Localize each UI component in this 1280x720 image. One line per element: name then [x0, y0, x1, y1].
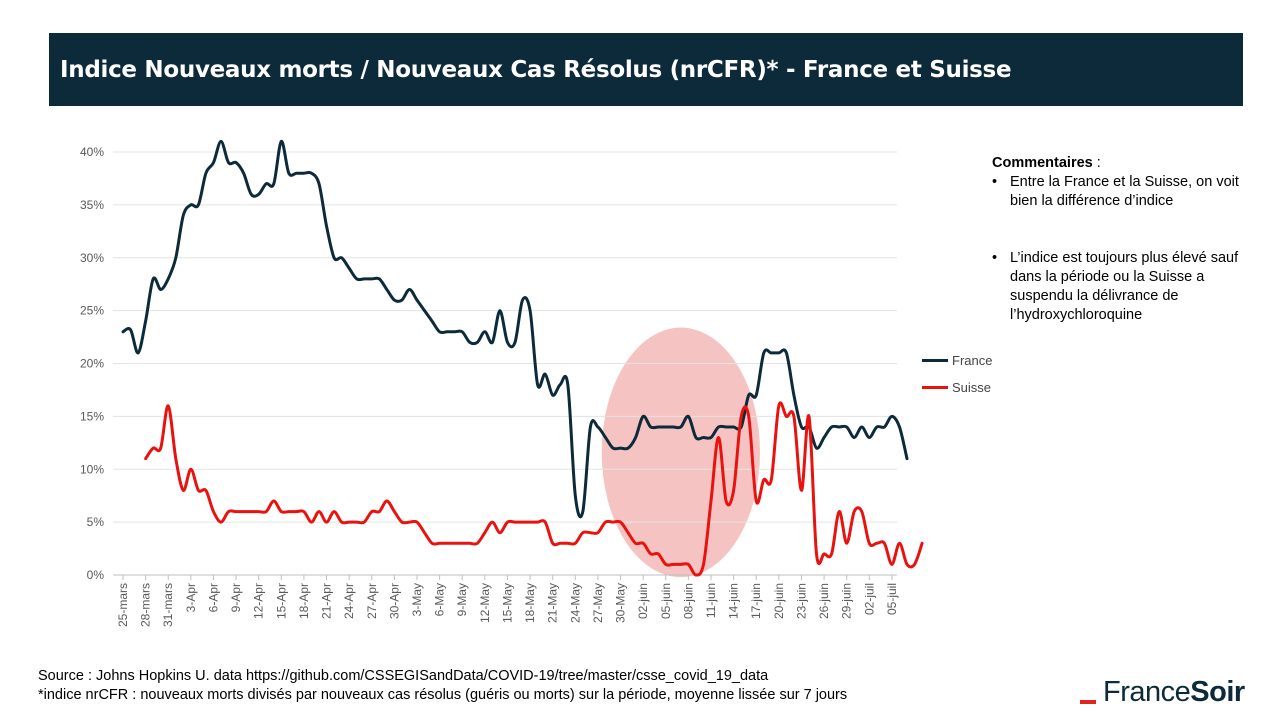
x-tick-label: 24-Apr: [342, 583, 356, 619]
series-layer: [121, 139, 924, 577]
x-tick-label: 27-May: [591, 583, 605, 623]
x-tick-label: 15-Apr: [274, 583, 288, 619]
x-tick-label: 6-May: [433, 583, 447, 616]
legend-label-suisse: Suisse: [952, 379, 992, 395]
highlight-ellipse: [601, 327, 760, 578]
x-tick-label: 21-Apr: [320, 583, 334, 619]
x-tick-label: 02-juil: [862, 583, 876, 615]
x-tick-label: 18-Apr: [297, 583, 311, 619]
x-tick-label: 17-juin: [749, 583, 763, 619]
comment-item: L’indice est toujours plus élevé sauf da…: [992, 249, 1267, 325]
legend-item-suisse: Suisse: [922, 377, 992, 397]
x-tick-label: 12-May: [478, 583, 492, 623]
comment-item: Entre la France et la Suisse, on voit bi…: [992, 173, 1267, 211]
y-tick-label: 5%: [87, 515, 105, 529]
x-tick-label: 11-juin: [704, 583, 718, 618]
x-tick-label: 05-juin: [659, 583, 673, 619]
x-tick-label: 21-May: [546, 583, 560, 623]
x-tick-label: 12-Apr: [252, 583, 266, 619]
y-tick-label: 35%: [80, 198, 104, 212]
y-tick-label: 25%: [80, 304, 104, 318]
x-tick-label: 31-mars: [161, 583, 175, 627]
definition-note: *indice nrCFR : nouveaux morts divisés p…: [38, 687, 848, 703]
x-tick-label: 29-juin: [840, 583, 854, 619]
x-tick-label: 14-juin: [727, 583, 741, 619]
series-line-suisse: [144, 401, 924, 577]
comments-heading: Commentaires :: [992, 155, 1101, 171]
y-tick-label: 20%: [80, 357, 104, 371]
axis-layer: 0% 5% 10% 15% 20% 25% 30% 35% 40% 25-mars 28-mars 3…: [80, 145, 899, 627]
footer: Source : Johns Hopkins U. data https://g…: [38, 667, 847, 705]
y-tick-label: 0%: [87, 568, 105, 582]
x-tick-label: 02-juin: [636, 583, 650, 619]
x-tick-label: 28-mars: [139, 583, 153, 627]
x-tick-label: 23-juin: [794, 583, 808, 619]
x-tick-label: 18-May: [523, 583, 537, 623]
y-tick-label: 30%: [80, 251, 104, 265]
legend-item-france: France: [922, 350, 992, 370]
x-tick-label: 6-Apr: [206, 583, 220, 612]
x-tick-label: 3-May: [410, 583, 424, 616]
highlight-layer: [601, 327, 760, 578]
x-tick-label: 30-Apr: [387, 583, 401, 619]
x-tick-label: 9-Apr: [229, 583, 243, 612]
comments-list: Entre la France et la Suisse, on voit bi…: [992, 173, 1267, 325]
x-tick-label: 15-May: [500, 583, 514, 623]
source-note: Source : Johns Hopkins U. data https://g…: [38, 668, 769, 684]
x-tick-label: 20-juin: [772, 583, 786, 619]
y-tick-label: 40%: [80, 145, 104, 159]
x-tick-label: 25-mars: [116, 583, 130, 627]
page-title: Indice Nouveaux morts / Nouveaux Cas Rés…: [60, 56, 1012, 83]
x-tick-label: 3-Apr: [184, 583, 198, 612]
x-tick-label: 05-juil: [885, 583, 899, 615]
x-tick-label: 08-juin: [681, 583, 695, 619]
y-tick-label: 10%: [80, 462, 104, 476]
legend: France Suisse: [922, 350, 992, 404]
title-bar: Indice Nouveaux morts / Nouveaux Cas Rés…: [49, 33, 1243, 106]
x-tick-label: 9-May: [455, 583, 469, 616]
x-tick-label: 24-May: [568, 583, 582, 623]
x-tick-label: 30-May: [614, 583, 628, 623]
legend-label-france: France: [952, 352, 993, 368]
legend-swatch-france: [922, 358, 948, 362]
x-tick-label: 27-Apr: [365, 583, 379, 619]
x-tick-label: 26-juin: [817, 583, 831, 619]
series-line-france: [121, 139, 909, 519]
legend-swatch-suisse: [922, 385, 948, 389]
logo-text: FranceSoir: [1103, 676, 1245, 708]
francesoir-logo: FranceSoir: [1080, 673, 1245, 709]
y-tick-label: 15%: [80, 409, 104, 423]
comments-panel: Commentaires : Entre la France et la Sui…: [992, 154, 1267, 325]
grid-layer: [113, 151, 897, 576]
logo-accent-bar: [1080, 700, 1096, 704]
